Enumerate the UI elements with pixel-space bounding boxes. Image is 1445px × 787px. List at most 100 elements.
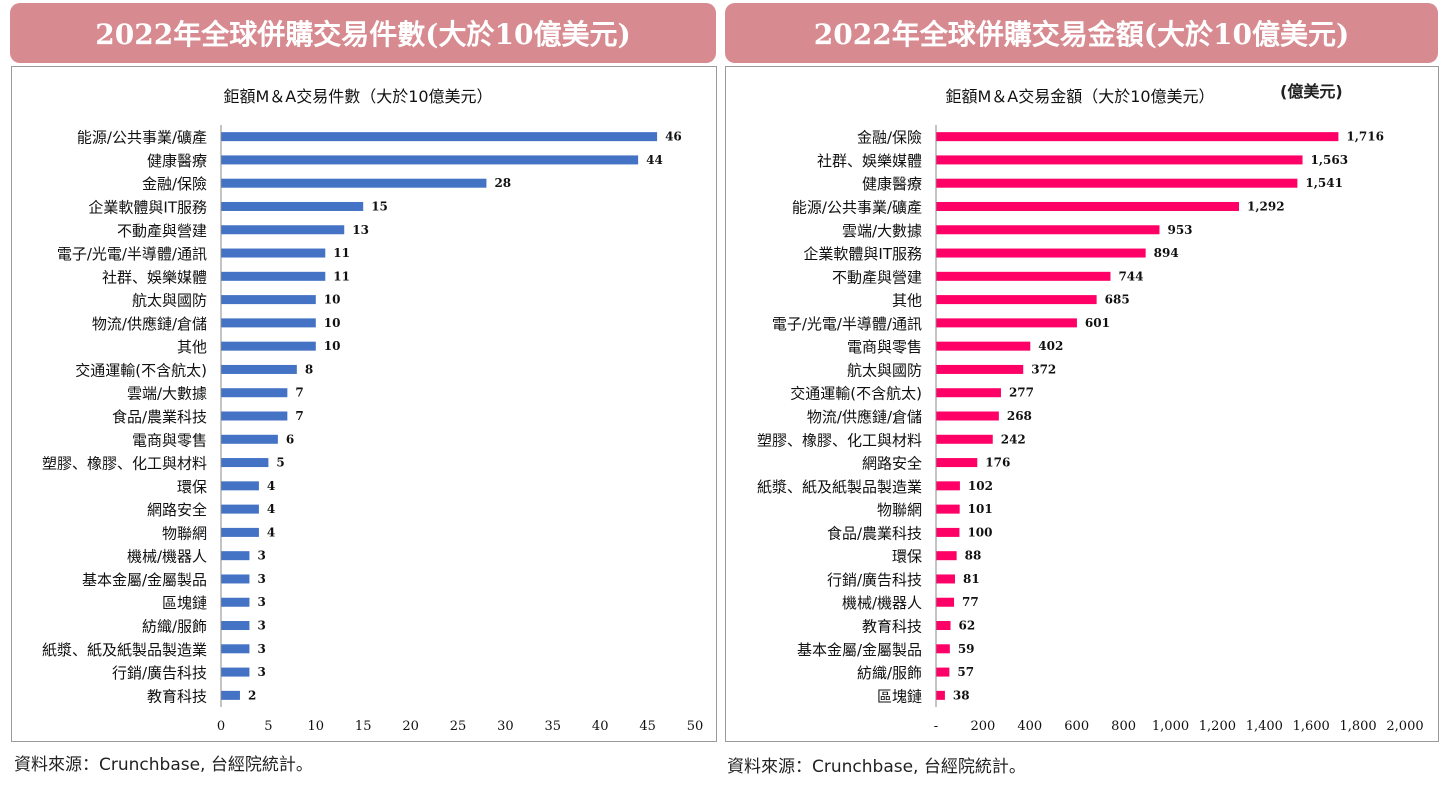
left-value-label-14: 5 (276, 456, 284, 470)
left-value-label-11: 7 (295, 386, 303, 400)
left-value-label-15: 4 (267, 479, 275, 493)
left-x-tick-6: 30 (497, 719, 514, 734)
right-category-label-12: 物流/供應鏈/倉儲 (807, 408, 922, 426)
right-category-label-20: 機械/機器人 (842, 594, 922, 612)
right-category-label-5: 企業軟體與IT服務 (803, 245, 922, 263)
right-bar-14 (936, 458, 978, 468)
left-value-label-2: 28 (494, 176, 511, 190)
right-value-label-20: 77 (962, 595, 979, 609)
left-value-label-21: 3 (257, 619, 265, 633)
right-bar-18 (936, 551, 957, 561)
left-value-label-9: 10 (324, 339, 341, 353)
left-bar-5 (221, 248, 326, 258)
left-category-label-5: 電子/光電/半導體/通訊 (57, 245, 207, 263)
right-chart-panel: 鉅額M＆A交易金額（大於10億美元） 金融/保險 1,716 社群、娛樂媒體 1,563… (725, 66, 1439, 742)
left-x-tick-2: 10 (308, 719, 325, 734)
right-bar-10 (936, 364, 1024, 374)
left-value-label-17: 4 (267, 525, 275, 539)
right-category-label-9: 電商與零售 (847, 338, 922, 356)
right-chart-title: 鉅額M＆A交易金額（大於10億美元） (945, 87, 1214, 106)
left-value-label-4: 13 (352, 223, 369, 237)
left-value-label-13: 6 (286, 432, 294, 446)
right-value-label-2: 1,541 (1305, 176, 1343, 190)
left-value-label-0: 46 (665, 130, 682, 144)
left-category-label-23: 行銷/廣告科技 (112, 664, 207, 682)
right-category-label-15: 紙漿、紙及紙製品製造業 (757, 478, 922, 496)
left-category-label-11: 雲端/大數據 (127, 385, 207, 403)
left-x-tick-8: 40 (592, 719, 609, 734)
right-value-label-1: 1,563 (1311, 153, 1349, 167)
right-category-label-6: 不動產與營建 (832, 268, 922, 286)
right-bar-1 (936, 155, 1303, 165)
right-bar-22 (936, 644, 950, 654)
left-bar-24 (221, 690, 240, 700)
right-source: 資料來源：Crunchbase, 台經院統計。 (727, 757, 1026, 777)
left-value-label-5: 11 (333, 246, 350, 260)
right-bar-16 (936, 504, 960, 514)
left-value-label-18: 3 (257, 549, 265, 563)
right-bar-7 (936, 295, 1097, 305)
left-bar-18 (221, 551, 250, 561)
right-unit-label: (億美元) (1280, 82, 1343, 101)
left-value-label-6: 11 (333, 269, 350, 283)
right-value-label-0: 1,716 (1346, 130, 1384, 144)
right-category-label-10: 航太與國防 (847, 361, 922, 379)
left-category-label-21: 紡織/服飾 (142, 618, 207, 636)
left-bar-3 (221, 201, 364, 211)
left-value-label-10: 8 (305, 362, 313, 376)
left-value-label-24: 2 (248, 688, 256, 702)
left-x-tick-0: 0 (217, 719, 225, 734)
right-category-label-23: 紡織/服飾 (857, 664, 922, 682)
right-bar-21 (936, 621, 951, 631)
left-bar-21 (221, 621, 250, 631)
right-category-label-22: 基本金屬/金屬製品 (797, 641, 922, 659)
right-bar-2 (936, 178, 1298, 188)
left-x-tick-5: 25 (450, 719, 467, 734)
left-value-label-23: 3 (257, 665, 265, 679)
left-bar-16 (221, 504, 259, 514)
right-x-tick-7: 1,400 (1246, 719, 1283, 734)
left-category-label-3: 企業軟體與IT服務 (88, 198, 207, 216)
left-category-label-22: 紙漿、紙及紙製品製造業 (42, 641, 207, 659)
left-value-label-1: 44 (646, 153, 663, 167)
right-x-tick-8: 1,600 (1293, 719, 1330, 734)
right-bar-17 (936, 527, 960, 537)
right-bar-20 (936, 597, 955, 607)
right-value-label-22: 59 (958, 642, 975, 656)
right-category-label-2: 健康醫療 (862, 175, 922, 193)
left-category-label-10: 交通運輸(不含航太) (75, 361, 207, 379)
left-category-label-8: 物流/供應鏈/倉儲 (92, 315, 207, 333)
left-x-tick-3: 15 (355, 719, 372, 734)
right-x-tick-5: 1,000 (1152, 719, 1189, 734)
left-bar-12 (221, 411, 288, 421)
left-category-label-7: 航太與國防 (132, 292, 207, 310)
left-category-label-4: 不動產與營建 (117, 222, 207, 240)
left-value-label-12: 7 (295, 409, 303, 423)
left-value-label-8: 10 (324, 316, 341, 330)
right-value-label-8: 601 (1085, 316, 1110, 330)
left-x-tick-4: 20 (402, 719, 419, 734)
left-category-label-2: 金融/保險 (142, 175, 207, 193)
right-category-label-21: 教育科技 (862, 618, 922, 636)
left-category-label-0: 能源/公共事業/礦產 (77, 129, 207, 147)
right-value-label-10: 372 (1031, 362, 1056, 376)
left-bar-0 (221, 132, 658, 142)
left-value-label-19: 3 (257, 572, 265, 586)
right-category-label-3: 能源/公共事業/礦產 (792, 198, 922, 216)
left-category-label-15: 環保 (177, 478, 207, 496)
right-category-label-8: 電子/光電/半導體/通訊 (772, 315, 922, 333)
right-value-label-12: 268 (1007, 409, 1032, 423)
left-value-label-22: 3 (257, 642, 265, 656)
left-bar-9 (221, 341, 316, 351)
left-bar-22 (221, 644, 250, 654)
left-category-label-14: 塑膠、橡膠、化工與材料 (42, 455, 207, 473)
right-value-label-11: 277 (1009, 386, 1034, 400)
left-bar-2 (221, 178, 487, 188)
left-bar-7 (221, 295, 316, 305)
right-bar-12 (936, 411, 999, 421)
left-chart-title: 鉅額M＆A交易件數（大於10億美元） (223, 87, 492, 106)
right-value-label-5: 894 (1154, 246, 1179, 260)
left-bar-19 (221, 574, 250, 584)
right-value-label-18: 88 (965, 549, 982, 563)
